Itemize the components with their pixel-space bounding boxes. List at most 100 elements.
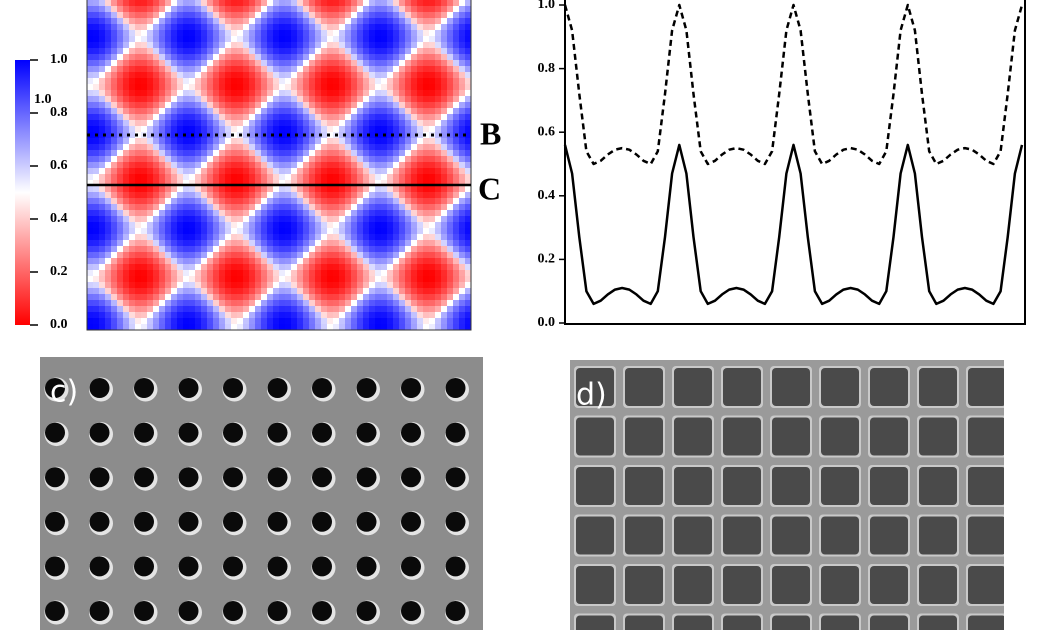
heatmap-cell	[333, 114, 340, 121]
heatmap-cell	[219, 102, 226, 109]
heatmap-cell	[177, 108, 184, 115]
heatmap-cell	[261, 78, 268, 85]
heatmap-cell	[327, 0, 334, 7]
heatmap-cell	[135, 258, 142, 265]
heatmap-cell	[375, 234, 382, 241]
heatmap-cell	[117, 114, 124, 121]
heatmap-cell	[267, 168, 274, 175]
heatmap-cell	[201, 276, 208, 283]
heatmap-cell	[357, 0, 364, 7]
heatmap-cell	[303, 60, 310, 67]
heatmap-cell	[351, 192, 358, 199]
heatmap-cell	[219, 36, 226, 43]
heatmap-cell	[177, 102, 184, 109]
heatmap-cell	[135, 42, 142, 49]
heatmap-cell	[399, 282, 406, 289]
heatmap-cell	[177, 114, 184, 121]
heatmap-cell	[297, 60, 304, 67]
heatmap-cell	[231, 324, 238, 330]
heatmap-cell	[411, 150, 418, 157]
heatmap-cell	[195, 276, 202, 283]
heatmap-cell	[369, 270, 376, 277]
heatmap-cell	[417, 42, 424, 49]
heatmap-cell	[381, 186, 388, 193]
heatmap-cell	[237, 114, 244, 121]
heatmap-cell	[117, 0, 124, 7]
heatmap-cell	[285, 180, 292, 187]
heatmap-cell	[369, 156, 376, 163]
heatmap-cell	[147, 228, 154, 235]
heatmap-cell	[261, 6, 268, 13]
heatmap-cell	[147, 264, 154, 271]
heatmap-cell	[249, 54, 256, 61]
heatmap-cell	[411, 0, 418, 7]
heatmap-cell	[351, 150, 358, 157]
heatmap-cell	[393, 174, 400, 181]
heatmap-cell	[177, 264, 184, 271]
heatmap-cell	[441, 24, 448, 31]
heatmap-cell	[387, 126, 394, 133]
heatmap-cell	[393, 30, 400, 37]
hole	[178, 378, 199, 398]
heatmap-cell	[423, 102, 430, 109]
heatmap-cell	[99, 24, 106, 31]
heatmap-cell	[249, 198, 256, 205]
heatmap-cell	[297, 312, 304, 319]
heatmap-cell	[441, 240, 448, 247]
heatmap-cell	[291, 240, 298, 247]
heatmap-cell	[219, 306, 226, 313]
heatmap-cell	[93, 318, 100, 325]
heatmap-cell	[147, 60, 154, 67]
heatmap-cell	[375, 138, 382, 145]
heatmap-cell	[213, 12, 220, 19]
heatmap-cell	[417, 96, 424, 103]
heatmap-cell	[171, 96, 178, 103]
heatmap-cell	[117, 138, 124, 145]
heatmap-cell	[459, 54, 466, 61]
heatmap-cell	[195, 174, 202, 181]
heatmap-cell	[375, 24, 382, 31]
heatmap-cell	[447, 210, 454, 217]
heatmap-cell	[237, 306, 244, 313]
heatmap-cell	[303, 42, 310, 49]
heatmap-cell	[327, 132, 334, 139]
heatmap-cell	[111, 174, 118, 181]
heatmap-cell	[405, 162, 412, 169]
heatmap-cell	[99, 174, 106, 181]
heatmap-cell	[255, 132, 262, 139]
heatmap-cell	[357, 216, 364, 223]
heatmap-cell	[237, 162, 244, 169]
heatmap-cell	[267, 150, 274, 157]
heatmap-cell	[411, 48, 418, 55]
heatmap-cell	[453, 246, 460, 253]
heatmap-cell	[159, 294, 166, 301]
heatmap-cell	[285, 72, 292, 79]
heatmap-cell	[99, 138, 106, 145]
heatmap-cell	[363, 84, 370, 91]
heatmap-cell	[327, 246, 334, 253]
heatmap-cell	[405, 36, 412, 43]
heatmap-cell	[147, 138, 154, 145]
heatmap-cell	[363, 174, 370, 181]
heatmap-cell	[435, 36, 442, 43]
heatmap-cell	[447, 204, 454, 211]
heatmap-cell	[141, 234, 148, 241]
heatmap-cell	[237, 18, 244, 25]
heatmap-cell	[339, 36, 346, 43]
heatmap-cell	[189, 102, 196, 109]
heatmap-cell	[255, 108, 262, 115]
heatmap-cell	[111, 0, 118, 7]
heatmap-cell	[141, 24, 148, 31]
heatmap-cell	[387, 192, 394, 199]
heatmap-cell	[459, 144, 466, 151]
heatmap-cell	[441, 252, 448, 259]
heatmap-cell	[393, 90, 400, 97]
heatmap-cell	[423, 234, 430, 241]
heatmap-cell	[393, 234, 400, 241]
heatmap-cell	[345, 282, 352, 289]
heatmap-cell	[213, 18, 220, 25]
heatmap-cell	[183, 324, 190, 330]
heatmap-cell	[423, 282, 430, 289]
heatmap-cell	[249, 180, 256, 187]
heatmap-cell	[171, 216, 178, 223]
